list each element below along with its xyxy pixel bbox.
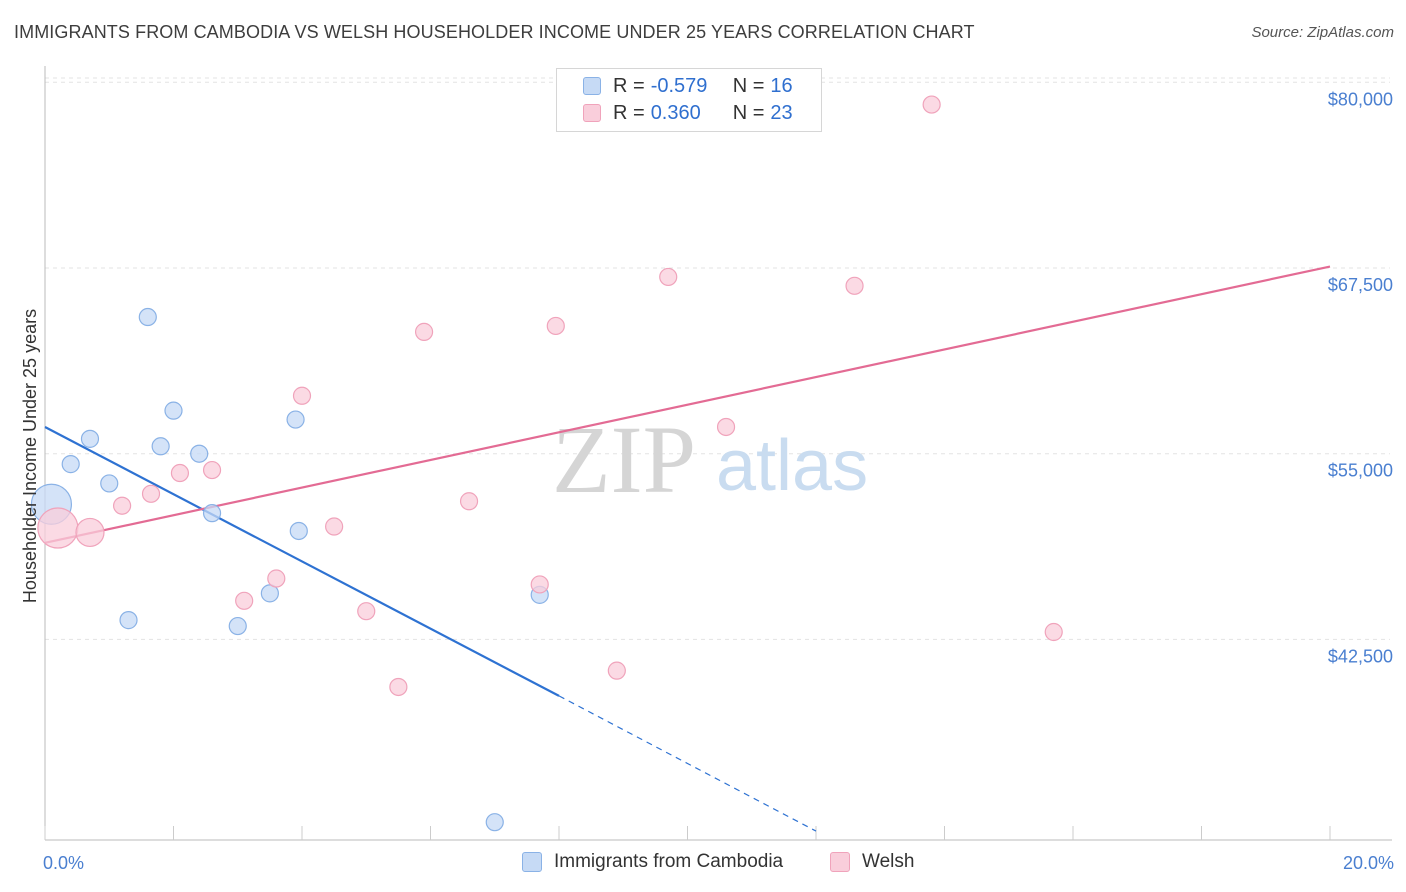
data-points: [30, 95, 1063, 832]
x-tick-label: 0.0%: [43, 853, 84, 873]
gridlines: [45, 77, 1390, 640]
point-welsh[interactable]: [112, 496, 132, 515]
legend-swatch-pink: [583, 104, 601, 122]
point-welsh[interactable]: [170, 463, 190, 483]
point-cambodia[interactable]: [61, 455, 80, 474]
trend-line-cambodia: [44, 425, 560, 697]
legend-row-cambodia: R = -0.579 N = 16: [583, 73, 793, 99]
point-cambodia[interactable]: [289, 521, 308, 541]
point-cambodia[interactable]: [138, 307, 157, 327]
y-tick-label: $42,500: [1328, 646, 1393, 666]
point-cambodia[interactable]: [164, 401, 183, 420]
point-cambodia[interactable]: [80, 429, 100, 448]
axis-labels: $42,500 $55,000 $67,500 $80,000 0.0% 20.0% Hou…: [20, 89, 1394, 873]
legend-swatch-blue: [583, 77, 601, 95]
watermark-atlas: atlas: [716, 426, 868, 506]
legend-n-label: N =: [732, 101, 765, 124]
source-label: Source: ZipAtlas.com: [1251, 24, 1394, 41]
point-welsh[interactable]: [659, 267, 678, 287]
point-welsh[interactable]: [292, 386, 312, 405]
point-welsh[interactable]: [389, 677, 408, 697]
point-cambodia[interactable]: [151, 437, 170, 456]
point-cambodia[interactable]: [202, 504, 222, 523]
point-cambodia[interactable]: [119, 611, 138, 630]
axes: [44, 66, 1392, 841]
point-cambodia[interactable]: [228, 616, 247, 636]
point-cambodia[interactable]: [190, 444, 209, 463]
series-swatch-pink: [830, 852, 850, 872]
point-welsh[interactable]: [37, 507, 79, 549]
correlation-legend: R = -0.579 N = 16 R = 0.360 N = 23: [556, 68, 822, 132]
point-welsh[interactable]: [530, 575, 549, 594]
watermark: ZIP atlas: [552, 406, 868, 513]
legend-row-welsh: R = 0.360 N = 23: [583, 100, 793, 126]
chart-title: IMMIGRANTS FROM CAMBODIA VS WELSH HOUSEH…: [14, 22, 975, 42]
x-tick-label: 20.0%: [1343, 853, 1394, 873]
legend-n-label: N =: [732, 74, 765, 97]
legend-n-value: 23: [770, 101, 793, 124]
point-welsh[interactable]: [414, 322, 434, 341]
series-legend-label: Immigrants from Cambodia: [554, 851, 784, 872]
legend-n-value: 16: [770, 74, 793, 97]
point-welsh[interactable]: [845, 276, 864, 295]
legend-r-value: -0.579: [650, 74, 708, 97]
series-legend: Immigrants from Cambodia Welsh: [0, 851, 1406, 877]
point-welsh[interactable]: [1044, 622, 1063, 642]
point-welsh[interactable]: [459, 492, 479, 511]
y-tick-label: $55,000: [1328, 461, 1393, 481]
y-tick-label: $80,000: [1328, 89, 1393, 109]
series-legend-welsh[interactable]: Welsh: [830, 851, 914, 873]
point-welsh[interactable]: [922, 95, 941, 114]
point-welsh[interactable]: [716, 417, 736, 437]
series-swatch-blue: [522, 852, 542, 872]
point-welsh[interactable]: [267, 569, 286, 588]
legend-r-label: R =: [613, 101, 645, 124]
point-cambodia[interactable]: [100, 474, 119, 493]
point-welsh[interactable]: [607, 661, 626, 680]
y-axis-title: Householder Income Under 25 years: [20, 309, 40, 603]
watermark-zip: ZIP: [552, 406, 696, 513]
point-welsh[interactable]: [235, 591, 254, 610]
point-welsh[interactable]: [202, 460, 222, 480]
trend-lines: [44, 265, 1331, 832]
trend-line-cambodia-extension: [558, 695, 817, 832]
point-cambodia[interactable]: [286, 410, 305, 429]
point-welsh[interactable]: [546, 316, 565, 336]
legend-r-value: 0.360: [650, 101, 701, 124]
y-tick-label: $67,500: [1328, 275, 1393, 295]
point-cambodia[interactable]: [485, 813, 504, 832]
trend-line-welsh: [44, 265, 1331, 544]
point-welsh[interactable]: [75, 517, 105, 548]
point-welsh[interactable]: [141, 484, 161, 503]
legend-r-label: R =: [613, 74, 645, 97]
point-welsh[interactable]: [357, 602, 376, 621]
point-welsh[interactable]: [325, 517, 344, 536]
series-legend-cambodia[interactable]: Immigrants from Cambodia: [522, 851, 783, 873]
series-legend-label: Welsh: [862, 851, 915, 872]
